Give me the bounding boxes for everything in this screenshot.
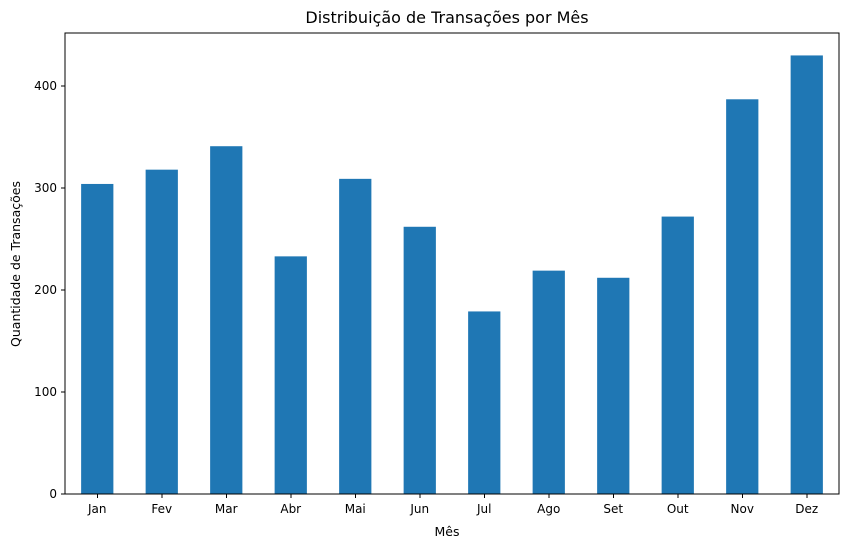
bar-set: [597, 277, 630, 494]
x-tick-label: Abr: [280, 502, 301, 516]
y-tick-label: 300: [34, 181, 57, 195]
bar-jan: [81, 183, 114, 494]
bar-jun: [403, 226, 436, 494]
y-tick-label: 100: [34, 385, 57, 399]
x-tick-label: Out: [667, 502, 689, 516]
bar-abr: [274, 256, 307, 494]
x-tick-label: Mai: [345, 502, 366, 516]
x-axis-label: Mês: [435, 524, 460, 539]
y-axis-label: Quantidade de Transações: [8, 181, 23, 347]
bar-jul: [468, 311, 501, 494]
plot-area: Jan Fev Mar Abr Mai Jun Jul Ago Set Out Nov Dez 0 100…: [34, 32, 840, 516]
x-tick-label: Jun: [409, 502, 429, 516]
x-tick-label: Dez: [795, 502, 818, 516]
x-tick-label: Jan: [87, 502, 107, 516]
bar-mai: [339, 178, 372, 494]
bar-nov: [726, 99, 759, 494]
chart-title: Distribuição de Transações por Mês: [305, 8, 588, 27]
bar-fev: [145, 169, 178, 495]
x-tick-label: Fev: [151, 502, 172, 516]
x-tick-label: Mar: [215, 502, 238, 516]
bar-mar: [210, 146, 243, 494]
y-tick-label: 200: [34, 283, 57, 297]
x-tick-label: Set: [603, 502, 623, 516]
x-tick-label: Jul: [476, 502, 491, 516]
x-tick-label: Nov: [731, 502, 754, 516]
plot-frame: [64, 32, 840, 495]
y-tick-label: 400: [34, 79, 57, 93]
y-tick-label: 0: [49, 487, 57, 501]
bar-out: [661, 216, 694, 494]
bar-ago: [532, 270, 565, 494]
x-tick-label: Ago: [537, 502, 560, 516]
bar-dez: [790, 55, 823, 494]
